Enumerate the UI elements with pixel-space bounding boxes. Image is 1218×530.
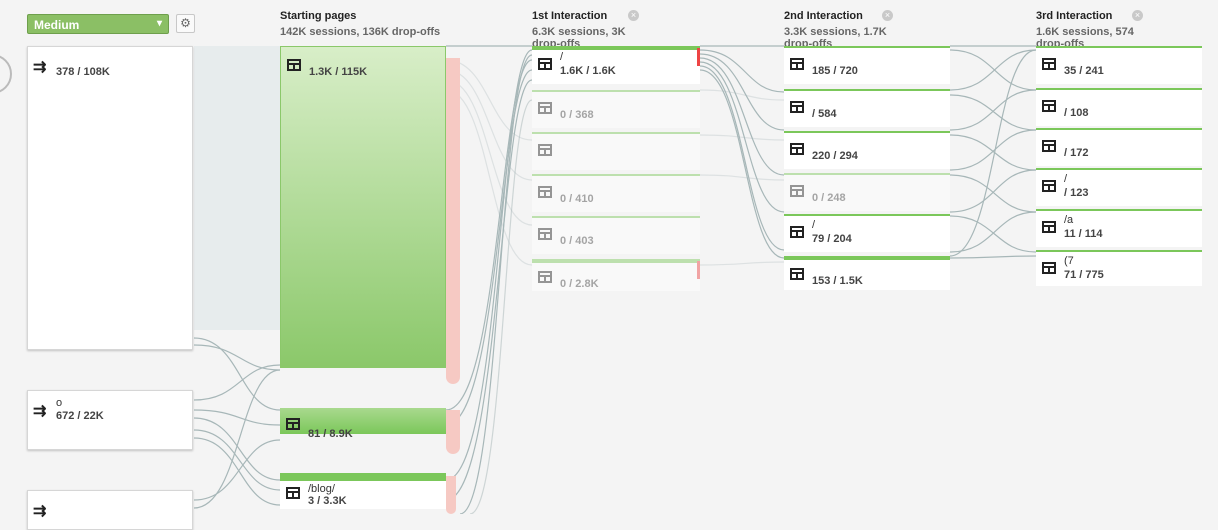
page-stats: 3 / 3.3K [308,495,347,507]
source-node[interactable]: ⇉ [27,490,193,530]
page-stats: 1.3K / 115K [309,66,368,78]
dimension-label: Medium [34,18,80,32]
page-icon [1042,58,1056,70]
page-stats: 0 / 368 [560,109,594,121]
page-stats: 11 / 114 [1064,228,1103,240]
page-stats: 0 / 2.8K [560,278,599,290]
page-node[interactable]: 0 / 403 [532,216,700,254]
column-header-1st-interaction: 1st Interaction 6.3K sessions, 3K drop-o… [532,10,652,50]
page-icon [1042,221,1056,233]
page-icon [287,59,301,71]
page-stats: 0 / 410 [560,193,594,205]
page-node[interactable]: 220 / 294 [784,131,950,169]
column-header-3rd-interaction: 3rd Interaction 1.6K sessions, 574 drop-… [1036,10,1156,50]
page-node[interactable]: 0 / 248 [784,173,950,211]
dropoff-bar [446,476,456,514]
page-icon [538,186,552,198]
page-icon [790,101,804,113]
page-name: / [560,51,564,63]
source-node[interactable]: ⇉ o 672 / 22K [27,390,193,450]
page-stats: / 172 [1064,147,1089,159]
page-icon [1042,180,1056,192]
page-icon [790,226,804,238]
source-node[interactable]: ⇉ 378 / 108K [27,46,193,350]
page-node[interactable]: / 1.6K / 1.6K [532,46,700,84]
page-node[interactable]: /a 11 / 114 [1036,209,1202,247]
column-title: 2nd Interaction [784,10,863,22]
page-icon [790,143,804,155]
page-node[interactable]: 1.3K / 115K [280,46,446,368]
page-stats: 79 / 204 [812,233,852,245]
source-stats: 378 / 108K [56,66,110,78]
page-icon [538,102,552,114]
page-stats: / 584 [812,108,837,120]
page-name: /a [1064,214,1074,226]
page-stats: 71 / 775 [1064,269,1104,281]
page-icon [1042,100,1056,112]
chevron-down-icon: ▾ [156,18,162,29]
page-name: (7 [1064,255,1074,267]
column-title: 3rd Interaction [1036,10,1113,22]
page-node[interactable]: / 108 [1036,88,1202,126]
page-stats: 185 / 720 [812,65,858,77]
page-icon [790,185,804,197]
column-title: Starting pages [280,10,357,22]
page-node[interactable]: 0 / 2.8K [532,259,700,291]
page-icon [286,487,300,499]
page-stats: 35 / 241 [1064,65,1104,77]
page-node[interactable]: / 172 [1036,128,1202,166]
page-name: / [1064,173,1068,185]
source-name: o [56,397,63,409]
traffic-arrows-icon: ⇉ [33,59,47,76]
page-node[interactable]: / 79 / 204 [784,214,950,252]
flow-connectors [193,45,1037,514]
column-header-2nd-interaction: 2nd Interaction 3.3K sessions, 1.7K drop… [784,10,904,50]
page-icon [538,271,552,283]
gear-icon[interactable]: ⚙ [176,14,195,33]
page-node[interactable] [532,132,700,170]
page-stats: / 108 [1064,107,1089,119]
page-stats: 153 / 1.5K [812,275,863,287]
page-stats: 0 / 248 [812,192,846,204]
column-summary: 142K sessions, 136K drop-offs [280,26,441,38]
page-stats: 81 / 8.9K [308,428,353,440]
page-icon [1042,140,1056,152]
page-node[interactable]: 0 / 368 [532,90,700,128]
column-header-starting-pages: Starting pages 142K sessions, 136K drop-… [280,10,440,38]
page-node[interactable]: 0 / 410 [532,174,700,212]
page-name: /blog/ [308,483,335,495]
page-stats: 0 / 403 [560,235,594,247]
page-icon [538,58,552,70]
page-icon [538,144,552,156]
page-node[interactable]: (7 71 / 775 [1036,250,1202,286]
page-icon [286,418,300,430]
page-node[interactable]: / 584 [784,89,950,127]
page-icon [790,268,804,280]
source-stats: 672 / 22K [56,410,104,422]
page-node[interactable]: 81 / 8.9K [280,408,446,440]
page-stats: 220 / 294 [812,150,858,162]
page-node[interactable]: 153 / 1.5K [784,256,950,290]
dimension-dropdown[interactable]: Medium ▾ [27,14,169,34]
page-node[interactable]: / / 123 [1036,168,1202,206]
dropoff-bar [446,410,460,454]
page-stats: / 123 [1064,187,1089,199]
page-node[interactable]: /blog/ 3 / 3.3K [280,473,446,509]
close-icon[interactable]: × [628,10,639,21]
close-icon[interactable]: × [1132,10,1143,21]
page-node[interactable]: 185 / 720 [784,46,950,84]
page-icon [1042,262,1056,274]
page-icon [538,228,552,240]
traffic-arrows-icon: ⇉ [33,503,47,520]
dropoff-bar [446,58,460,384]
page-node[interactable]: 35 / 241 [1036,46,1202,84]
page-name: / [812,219,816,231]
column-title: 1st Interaction [532,10,608,22]
page-icon [790,58,804,70]
page-stats: 1.6K / 1.6K [560,65,616,77]
traffic-arrows-icon: ⇉ [33,403,47,420]
close-icon[interactable]: × [882,10,893,21]
